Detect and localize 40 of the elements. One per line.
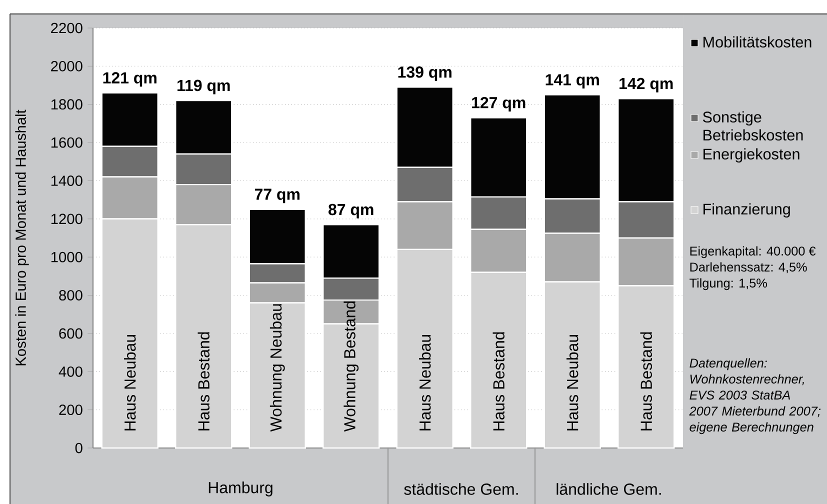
text: Tilgung: 1,5%: [690, 278, 767, 290]
legend-label: Energiekosten: [704, 148, 800, 163]
x-tick-label: Haus Neubau: [124, 334, 136, 430]
text: ländliche Gem.: [556, 483, 661, 495]
annotation: 127 qm: [472, 96, 526, 112]
x-tick-label: Haus Bestand: [198, 332, 210, 430]
annotation: 119 qm: [178, 80, 230, 94]
legend-label: Finanzierung: [704, 203, 790, 218]
annotation: 77 qm: [254, 188, 300, 204]
x-tick-label: Haus Neubau: [419, 334, 431, 430]
y-tick-label: 1600: [51, 137, 82, 148]
y-tick-label: 1000: [51, 252, 82, 262]
y-axis-title: Kosten in Euro pro Monat und Haushalt: [15, 110, 29, 366]
y-tick-label: 1200: [51, 214, 82, 224]
y-tick-label: 2000: [51, 61, 82, 72]
text: Eigenkapital: 40.000 €: [690, 246, 816, 258]
annotation: 141 qm: [546, 74, 599, 89]
x-tick-label: Haus Neubau: [566, 334, 578, 430]
y-tick-label: 400: [58, 366, 82, 377]
annotation: 121 qm: [103, 72, 156, 87]
text: Hamburg: [208, 482, 272, 496]
annotation: 139 qm: [398, 66, 452, 81]
text: städtische Gem.: [404, 483, 518, 495]
x-tick-label: Haus Bestand: [640, 332, 652, 430]
y-tick-label: 200: [59, 404, 82, 416]
legend-label: Sonstige Betriebskosten: [702, 111, 803, 141]
x-tick-label: Haus Bestand: [492, 332, 504, 430]
text: Darlehenssatz: 4,5%: [690, 262, 807, 274]
y-tick-label: 1800: [51, 99, 82, 110]
text: Datenquellen: Wohnkostenrechner, EVS 2003 StatBA 2007 Mieterbund 2007; eigene Berechnungen: [689, 358, 821, 434]
x-tick-label: Wohnung Bestand: [344, 301, 359, 432]
x-tick-label: Wohnung Neubau: [270, 304, 285, 432]
y-tick-label: 1400: [51, 176, 82, 186]
y-tick-label: 0: [75, 442, 82, 454]
y-tick-label: 2200: [51, 22, 82, 34]
y-tick-label: 800: [59, 290, 82, 300]
legend-label: Mobilitätskosten: [704, 36, 812, 48]
annotation: 142 qm: [620, 78, 673, 92]
annotation: 87 qm: [328, 204, 374, 218]
y-tick-label: 600: [59, 328, 82, 339]
